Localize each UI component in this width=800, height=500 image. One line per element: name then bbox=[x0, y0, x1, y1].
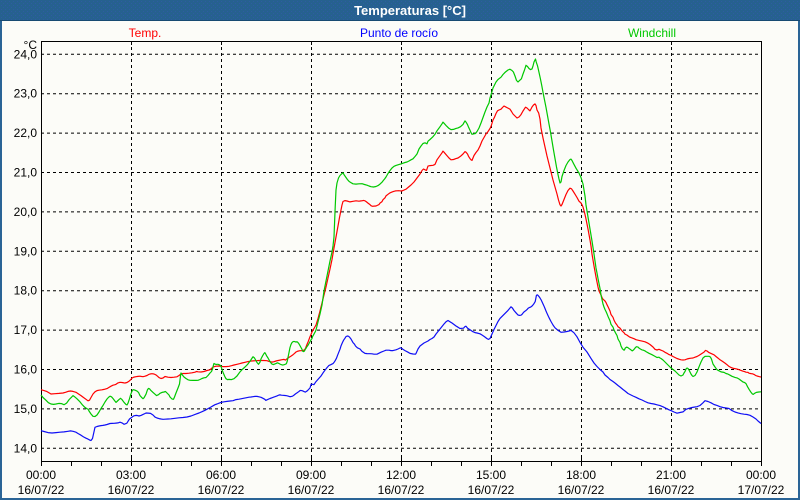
svg-text:16/07/22: 16/07/22 bbox=[18, 483, 65, 497]
svg-text:18:00: 18:00 bbox=[566, 468, 596, 482]
svg-text:16,0: 16,0 bbox=[14, 363, 38, 377]
svg-text:16/07/22: 16/07/22 bbox=[648, 483, 695, 497]
svg-text:03:00: 03:00 bbox=[116, 468, 146, 482]
svg-text:15:00: 15:00 bbox=[476, 468, 506, 482]
svg-text:20,0: 20,0 bbox=[14, 205, 38, 219]
svg-text:06:00: 06:00 bbox=[206, 468, 236, 482]
svg-text:16/07/22: 16/07/22 bbox=[468, 483, 515, 497]
svg-text:00:00: 00:00 bbox=[26, 468, 56, 482]
svg-text:22,0: 22,0 bbox=[14, 126, 38, 140]
svg-text:00:00: 00:00 bbox=[746, 468, 776, 482]
svg-text:Windchill: Windchill bbox=[628, 26, 676, 40]
svg-text:23,0: 23,0 bbox=[14, 87, 38, 101]
svg-text:09:00: 09:00 bbox=[296, 468, 326, 482]
svg-text:21,0: 21,0 bbox=[14, 166, 38, 180]
svg-text:Temperaturas [°C]: Temperaturas [°C] bbox=[354, 3, 466, 18]
svg-text:16/07/22: 16/07/22 bbox=[288, 483, 335, 497]
svg-text:12:00: 12:00 bbox=[386, 468, 416, 482]
svg-text:16/07/22: 16/07/22 bbox=[198, 483, 245, 497]
svg-text:Temp.: Temp. bbox=[129, 26, 162, 40]
svg-text:14,0: 14,0 bbox=[14, 441, 38, 455]
svg-text:°C: °C bbox=[24, 38, 38, 52]
svg-text:17/07/22: 17/07/22 bbox=[738, 483, 785, 497]
svg-text:19,0: 19,0 bbox=[14, 244, 38, 258]
svg-text:15,0: 15,0 bbox=[14, 402, 38, 416]
svg-text:Punto de rocío: Punto de rocío bbox=[360, 26, 438, 40]
svg-text:21:00: 21:00 bbox=[656, 468, 686, 482]
svg-text:18,0: 18,0 bbox=[14, 284, 38, 298]
svg-text:24,0: 24,0 bbox=[14, 47, 38, 61]
svg-text:16/07/22: 16/07/22 bbox=[558, 483, 605, 497]
svg-text:17,0: 17,0 bbox=[14, 323, 38, 337]
svg-text:16/07/22: 16/07/22 bbox=[108, 483, 155, 497]
svg-text:16/07/22: 16/07/22 bbox=[378, 483, 425, 497]
